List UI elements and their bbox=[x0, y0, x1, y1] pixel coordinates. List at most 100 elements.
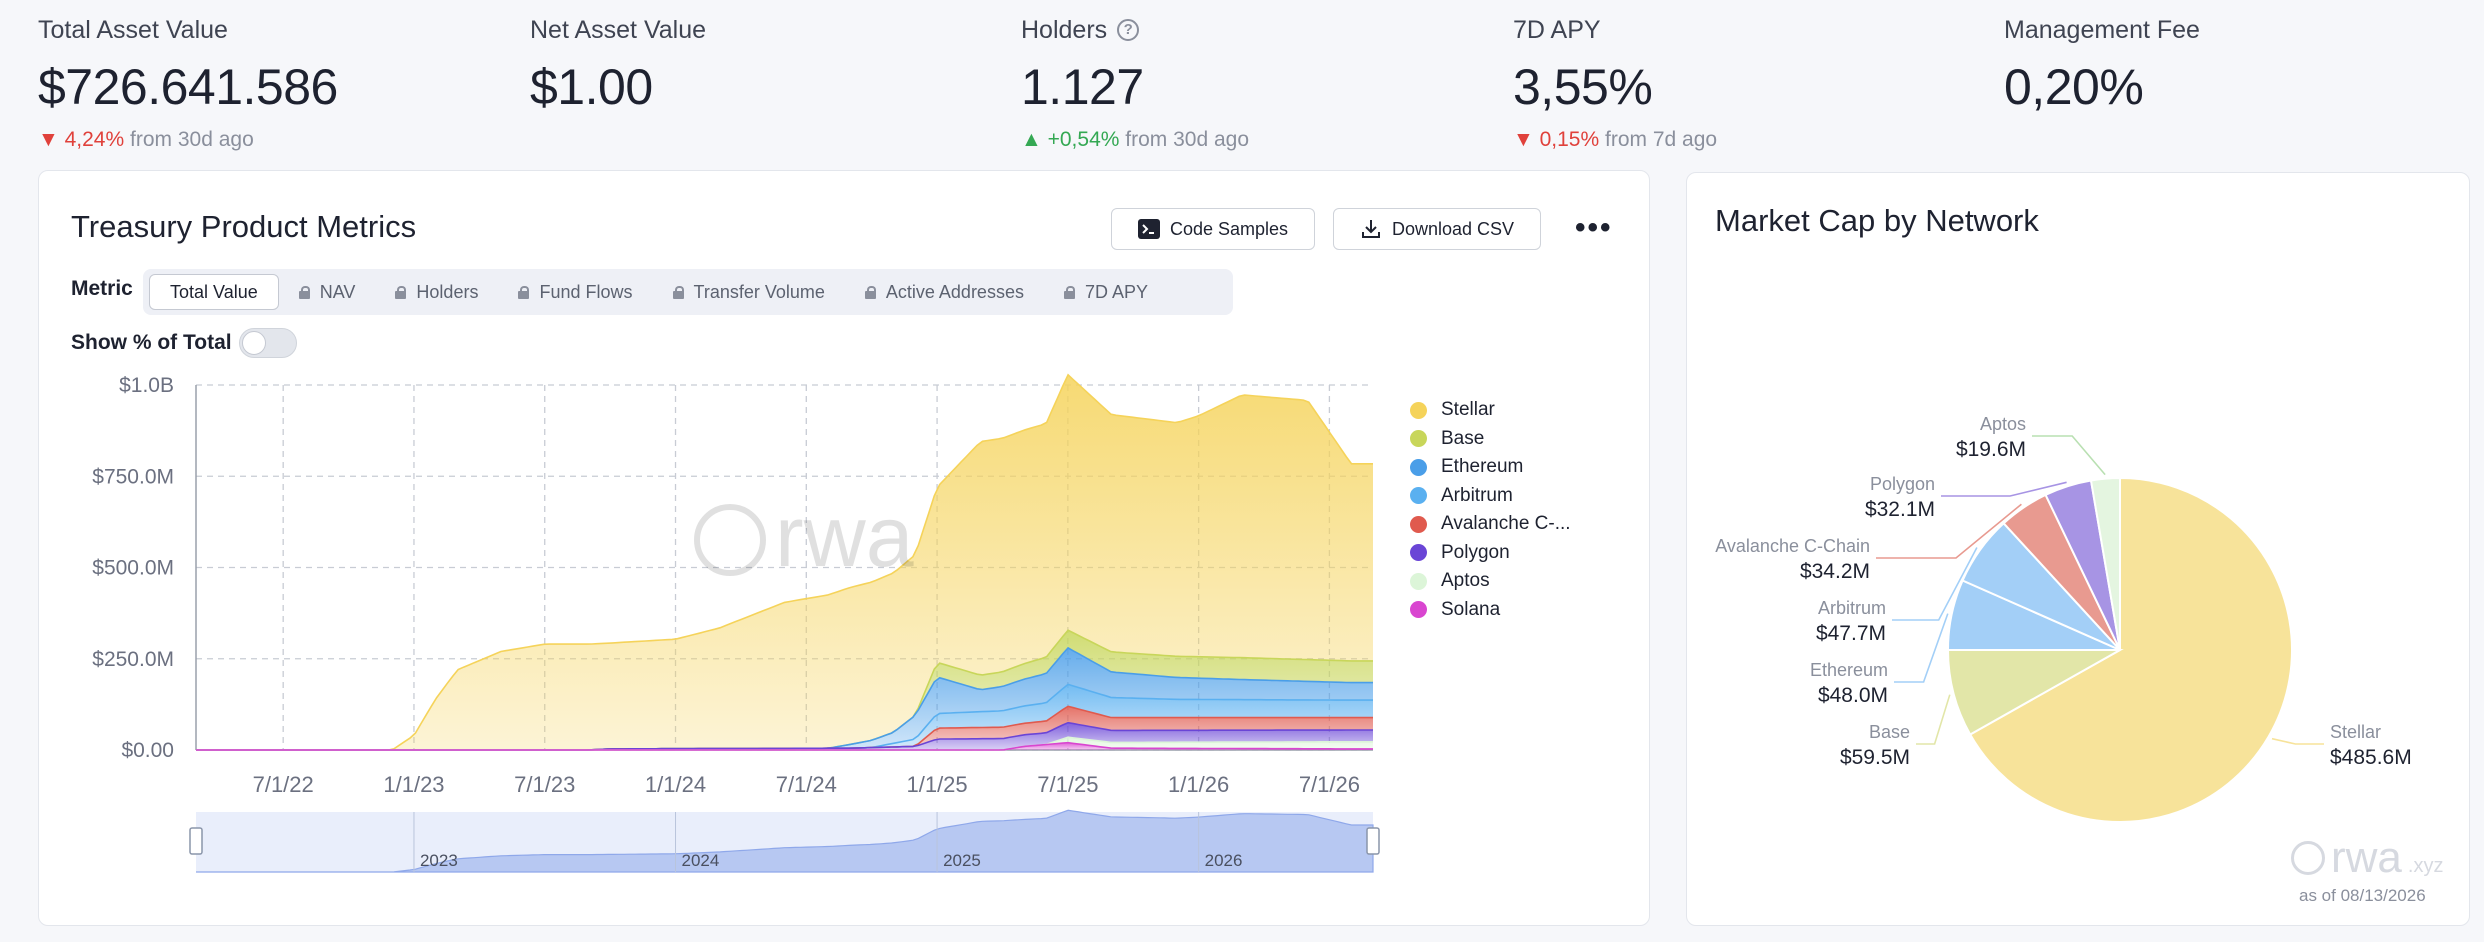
lock-icon bbox=[518, 285, 530, 299]
stat-label: Management Fee bbox=[2004, 15, 2200, 44]
tab-active-addresses[interactable]: Active Addresses bbox=[845, 274, 1044, 310]
pie-leader-line bbox=[2271, 737, 2324, 745]
x-tick-label: 7/1/24 bbox=[776, 772, 837, 797]
pie-slice-value: $32.1M bbox=[1865, 498, 1935, 521]
pie-slice-name: Polygon bbox=[1870, 474, 1935, 494]
treasury-metrics-card: Treasury Product Metrics Code Samples Do… bbox=[38, 170, 1650, 926]
stat-7d-apy: 7D APY 3,55% ▼ 0,15% from 7d ago bbox=[1513, 14, 1717, 154]
legend-color-dot bbox=[1410, 544, 1427, 562]
code-samples-label: Code Samples bbox=[1169, 218, 1289, 239]
pie-leader-line bbox=[1894, 613, 1949, 683]
legend-item[interactable]: Solana bbox=[1410, 596, 1571, 625]
as-of-date: as of 08/13/2026 bbox=[2299, 886, 2426, 905]
tab-nav[interactable]: NAV bbox=[279, 274, 376, 310]
stat-change-suffix: from 30d ago bbox=[1125, 128, 1250, 151]
stat-change-row: ▼ 0,15% from 7d ago bbox=[1513, 128, 1717, 154]
x-tick-label: 1/1/24 bbox=[645, 772, 706, 797]
stat-label: Holders bbox=[1021, 15, 1108, 44]
legend-item[interactable]: Stellar bbox=[1410, 396, 1571, 425]
y-tick-label: $1.0B bbox=[119, 374, 174, 397]
x-tick-label: 7/1/26 bbox=[1299, 772, 1360, 797]
legend-color-dot bbox=[1410, 601, 1427, 619]
legend-label: Stellar bbox=[1441, 399, 1495, 421]
metric-label: Metric bbox=[71, 277, 133, 300]
legend-color-dot bbox=[1410, 572, 1427, 590]
legend-item[interactable]: Arbitrum bbox=[1410, 482, 1571, 511]
overview-handle[interactable] bbox=[189, 827, 203, 855]
terminal-icon bbox=[1137, 219, 1160, 239]
pie-slice-aptos bbox=[2089, 476, 2121, 651]
pie-slice-name: Aptos bbox=[1980, 414, 2026, 434]
pie-leader-line bbox=[1876, 503, 2022, 559]
x-tick-label: 7/1/23 bbox=[514, 772, 575, 797]
more-options-icon[interactable]: ••• bbox=[1575, 211, 1613, 244]
toggle-knob bbox=[242, 331, 266, 355]
pie-slice-name: Avalanche C-Chain bbox=[1715, 536, 1870, 556]
y-tick-label: $250.0M bbox=[92, 648, 174, 671]
tab-total-value[interactable]: Total Value bbox=[149, 274, 279, 310]
legend-item[interactable]: Base bbox=[1410, 425, 1571, 454]
tab-transfer-volume[interactable]: Transfer Volume bbox=[653, 274, 845, 310]
legend-item[interactable]: Ethereum bbox=[1410, 453, 1571, 482]
x-tick-label: 1/1/26 bbox=[1168, 772, 1229, 797]
pie-slice-name: Base bbox=[1869, 722, 1910, 742]
overview-handle[interactable] bbox=[1366, 827, 1380, 855]
code-samples-button[interactable]: Code Samples bbox=[1111, 208, 1315, 250]
stat-value: 1.127 bbox=[1021, 59, 1144, 115]
stat-change-row: ▲ +0,54% from 30d ago bbox=[1021, 128, 1249, 154]
stat-label: Net Asset Value bbox=[530, 15, 707, 44]
help-icon[interactable]: ? bbox=[1117, 19, 1140, 41]
x-tick-label: 7/1/22 bbox=[253, 772, 314, 797]
area-series-line bbox=[196, 741, 1373, 751]
legend-label: Base bbox=[1441, 427, 1485, 449]
chart-legend: Stellar Base Ethereum Arbitrum Avalanche C-.… bbox=[1410, 396, 1571, 624]
legend-color-dot bbox=[1410, 487, 1427, 505]
watermark-text: rwa bbox=[2331, 833, 2402, 882]
legend-label: Aptos bbox=[1441, 570, 1490, 592]
legend-label: Solana bbox=[1441, 598, 1501, 620]
legend-label: Arbitrum bbox=[1441, 484, 1513, 506]
overview-tick-label: 2024 bbox=[682, 851, 720, 870]
stat-label: 7D APY bbox=[1513, 15, 1601, 44]
tab-holders[interactable]: Holders bbox=[375, 274, 498, 310]
stat-value: 3,55% bbox=[1513, 59, 1653, 115]
pie-leader-line bbox=[1892, 547, 1978, 621]
stat-management-fee: Management Fee 0,20% bbox=[2004, 14, 2200, 116]
tab-7d-apy[interactable]: 7D APY bbox=[1044, 274, 1168, 310]
pie-slice-value: $48.0M bbox=[1818, 684, 1888, 707]
download-csv-button[interactable]: Download CSV bbox=[1333, 208, 1541, 250]
tab-fund-flows[interactable]: Fund Flows bbox=[498, 274, 652, 310]
pie-leader-line bbox=[1941, 481, 2067, 497]
rwa-watermark: rwa .xyz bbox=[2291, 833, 2443, 883]
show-pct-toggle[interactable] bbox=[239, 328, 297, 358]
stat-label: Total Asset Value bbox=[38, 15, 228, 44]
tab-label: Total Value bbox=[170, 281, 258, 302]
stat-holders: Holders? 1.127 ▲ +0,54% from 30d ago bbox=[1021, 14, 1249, 154]
pie-slice-name: Arbitrum bbox=[1818, 598, 1886, 618]
x-tick-label: 1/1/25 bbox=[906, 772, 967, 797]
pie-slice-value: $485.6M bbox=[2330, 746, 2412, 769]
stat-value: $726.641.586 bbox=[38, 59, 338, 115]
tab-label: Active Addresses bbox=[885, 281, 1024, 302]
card-title: Market Cap by Network bbox=[1715, 203, 2039, 238]
x-tick-label: 1/1/23 bbox=[383, 772, 444, 797]
tab-label: Fund Flows bbox=[539, 281, 633, 302]
legend-item[interactable]: Polygon bbox=[1410, 539, 1571, 568]
overview-tick-label: 2023 bbox=[420, 851, 458, 870]
area-series-arbitrum bbox=[196, 684, 1373, 750]
overview-area bbox=[196, 809, 1374, 873]
lock-icon bbox=[672, 285, 684, 299]
legend-color-dot bbox=[1410, 430, 1427, 448]
card-title: Treasury Product Metrics bbox=[71, 209, 417, 244]
legend-item[interactable]: Aptos bbox=[1410, 567, 1571, 596]
legend-item[interactable]: Avalanche C-... bbox=[1410, 510, 1571, 539]
y-tick-label: $750.0M bbox=[92, 465, 174, 488]
stat-change: ▼ 0,15% bbox=[1513, 128, 1600, 151]
pie-leader-line bbox=[2032, 435, 2106, 476]
chart-watermark-globe bbox=[694, 504, 766, 576]
stat-change-suffix: from 7d ago bbox=[1605, 128, 1718, 151]
watermark-suffix: .xyz bbox=[2407, 854, 2444, 877]
tab-label: Holders bbox=[416, 281, 479, 302]
pie-slice-base bbox=[1946, 648, 2124, 736]
